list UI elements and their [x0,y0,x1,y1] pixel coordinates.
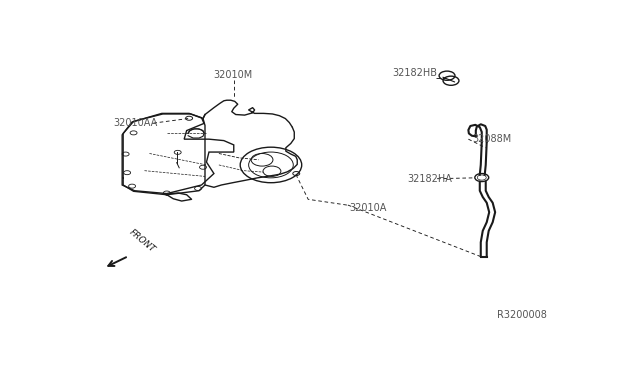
Text: 32088M: 32088M [472,134,511,144]
Text: 32010AA: 32010AA [114,118,158,128]
Text: R3200008: R3200008 [497,310,547,320]
Text: 32182HA: 32182HA [408,174,452,184]
Text: 32182HB: 32182HB [392,68,438,78]
Text: 32010A: 32010A [349,203,386,213]
Text: 32010M: 32010M [213,70,252,80]
Text: FRONT: FRONT [127,228,156,254]
